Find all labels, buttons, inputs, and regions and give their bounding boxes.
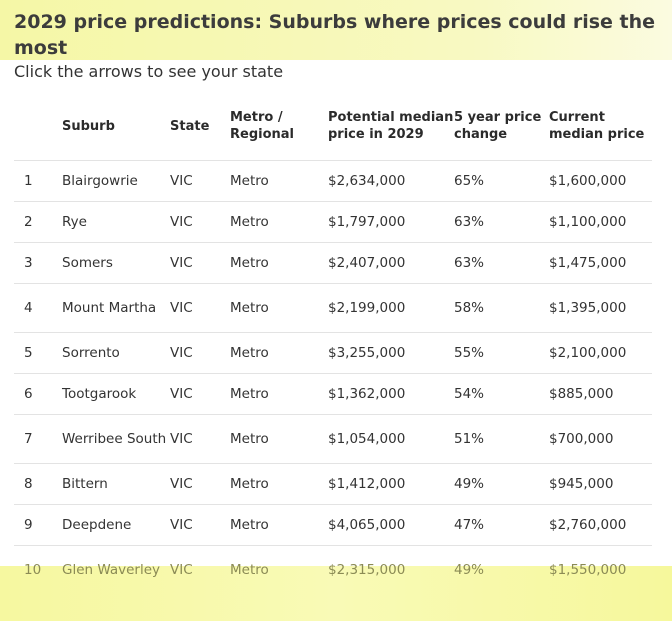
cell-potential-price: $1,362,000 — [328, 373, 454, 415]
table-row: 6 Tootgarook VIC Metro $1,362,000 54% $8… — [14, 373, 652, 415]
table-row: 7 Werribee South VIC Metro $1,054,000 51… — [14, 414, 652, 464]
cell-suburb: Glen Waverley — [62, 545, 170, 594]
cell-suburb: Werribee South — [62, 414, 170, 464]
cell-potential-price: $2,634,000 — [328, 160, 454, 202]
cell-suburb: Deepdene — [62, 504, 170, 546]
cell-metro-regional: Metro — [230, 545, 328, 594]
cell-potential-price: $1,797,000 — [328, 201, 454, 243]
cell-potential-price: $4,065,000 — [328, 504, 454, 546]
cell-price-change: 65% — [454, 160, 549, 202]
page-title: 2029 price predictions: Suburbs where pr… — [14, 11, 656, 59]
cell-potential-price: $3,255,000 — [328, 332, 454, 374]
cell-rank: 7 — [14, 414, 62, 464]
cell-potential-price: $2,199,000 — [328, 283, 454, 333]
cell-metro-regional: Metro — [230, 373, 328, 415]
cell-metro-regional: Metro — [230, 201, 328, 243]
cell-rank: 3 — [14, 242, 62, 284]
header-state[interactable]: State — [170, 118, 210, 134]
table-row: 2 Rye VIC Metro $1,797,000 63% $1,100,00… — [14, 201, 652, 243]
cell-rank: 4 — [14, 283, 62, 333]
cell-current-price: $2,760,000 — [549, 504, 652, 546]
cell-suburb: Bittern — [62, 463, 170, 505]
title-highlight — [0, 0, 672, 60]
cell-rank: 6 — [14, 373, 62, 415]
cell-suburb: Sorrento — [62, 332, 170, 374]
cell-state: VIC — [170, 332, 230, 374]
table-row: 3 Somers VIC Metro $2,407,000 63% $1,475… — [14, 242, 652, 284]
cell-suburb: Mount Martha — [62, 283, 170, 333]
cell-suburb: Blairgowrie — [62, 160, 170, 202]
cell-potential-price: $1,412,000 — [328, 463, 454, 505]
header-suburb[interactable]: Suburb — [62, 118, 115, 134]
cell-rank: 2 — [14, 201, 62, 243]
cell-state: VIC — [170, 283, 230, 333]
cell-suburb: Rye — [62, 201, 170, 243]
table-row: 9 Deepdene VIC Metro $4,065,000 47% $2,7… — [14, 504, 652, 546]
table-row-highlighted: 10 Glen Waverley VIC Metro $2,315,000 49… — [14, 545, 652, 594]
cell-price-change: 58% — [454, 283, 549, 333]
cell-current-price: $885,000 — [549, 373, 652, 415]
table-row: 4 Mount Martha VIC Metro $2,199,000 58% … — [14, 283, 652, 333]
cell-current-price: $1,550,000 — [549, 545, 652, 594]
cell-rank: 10 — [14, 545, 62, 594]
cell-state: VIC — [170, 504, 230, 546]
cell-rank: 9 — [14, 504, 62, 546]
cell-state: VIC — [170, 201, 230, 243]
cell-state: VIC — [170, 545, 230, 594]
cell-price-change: 54% — [454, 373, 549, 415]
cell-metro-regional: Metro — [230, 242, 328, 284]
cell-current-price: $1,600,000 — [549, 160, 652, 202]
cell-metro-regional: Metro — [230, 332, 328, 374]
cell-metro-regional: Metro — [230, 504, 328, 546]
header-rank[interactable] — [14, 92, 62, 161]
cell-potential-price: $1,054,000 — [328, 414, 454, 464]
cell-state: VIC — [170, 242, 230, 284]
cell-current-price: $2,100,000 — [549, 332, 652, 374]
cell-state: VIC — [170, 463, 230, 505]
cell-price-change: 51% — [454, 414, 549, 464]
header-metro-regional[interactable]: Metro / Regional — [230, 110, 295, 142]
cell-price-change: 55% — [454, 332, 549, 374]
cell-current-price: $1,100,000 — [549, 201, 652, 243]
cell-state: VIC — [170, 373, 230, 415]
cell-rank: 5 — [14, 332, 62, 374]
cell-state: VIC — [170, 414, 230, 464]
cell-rank: 1 — [14, 160, 62, 202]
table-row: 5 Sorrento VIC Metro $3,255,000 55% $2,1… — [14, 332, 652, 374]
price-table: Suburb State Metro / Regional Potential … — [14, 92, 652, 594]
cell-price-change: 63% — [454, 201, 549, 243]
cell-price-change: 47% — [454, 504, 549, 546]
cell-current-price: $945,000 — [549, 463, 652, 505]
table-header-row: Suburb State Metro / Regional Potential … — [14, 92, 652, 161]
cell-metro-regional: Metro — [230, 463, 328, 505]
page-subtitle: Click the arrows to see your state — [14, 62, 284, 81]
cell-state: VIC — [170, 160, 230, 202]
cell-current-price: $1,475,000 — [549, 242, 652, 284]
cell-price-change: 49% — [454, 545, 549, 594]
cell-metro-regional: Metro — [230, 414, 328, 464]
header-price-change[interactable]: 5 year price change — [454, 110, 542, 142]
cell-current-price: $1,395,000 — [549, 283, 652, 333]
cell-metro-regional: Metro — [230, 160, 328, 202]
cell-potential-price: $2,407,000 — [328, 242, 454, 284]
table-row: 8 Bittern VIC Metro $1,412,000 49% $945,… — [14, 463, 652, 505]
header-current-price[interactable]: Current median price — [549, 110, 645, 142]
cell-rank: 8 — [14, 463, 62, 505]
table-row: 1 Blairgowrie VIC Metro $2,634,000 65% $… — [14, 160, 652, 202]
cell-suburb: Somers — [62, 242, 170, 284]
cell-suburb: Tootgarook — [62, 373, 170, 415]
cell-price-change: 49% — [454, 463, 549, 505]
cell-metro-regional: Metro — [230, 283, 328, 333]
cell-price-change: 63% — [454, 242, 549, 284]
cell-current-price: $700,000 — [549, 414, 652, 464]
cell-potential-price: $2,315,000 — [328, 545, 454, 594]
header-potential-price[interactable]: Potential median price in 2029 — [328, 110, 454, 142]
